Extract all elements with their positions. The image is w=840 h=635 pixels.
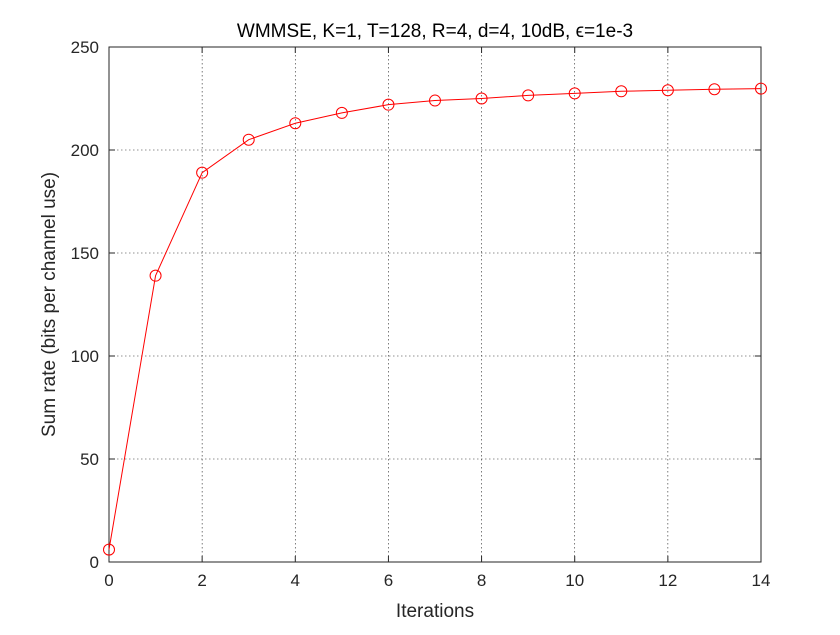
y-tick-label: 250 xyxy=(71,38,99,57)
y-tick-label: 0 xyxy=(90,553,99,572)
data-point-marker xyxy=(382,98,395,111)
data-point-marker xyxy=(615,85,628,98)
x-tick-label: 8 xyxy=(477,571,486,590)
data-layer xyxy=(103,82,767,556)
y-tick-label: 100 xyxy=(71,347,99,366)
x-tick-label: 14 xyxy=(752,571,771,590)
chart-title: WMMSE, K=1, T=128, R=4, d=4, 10dB, ϵ=1e-… xyxy=(237,21,633,42)
data-point-marker xyxy=(149,269,162,282)
y-axis-title: Sum rate (bits per channel use) xyxy=(39,172,60,437)
x-tick-label: 4 xyxy=(291,571,300,590)
data-point-marker xyxy=(755,82,767,95)
data-point-marker xyxy=(708,83,721,96)
grid-lines xyxy=(109,47,761,562)
data-point-marker xyxy=(429,94,441,107)
x-axis-title: Iterations xyxy=(396,601,474,622)
y-tick-label: 150 xyxy=(71,244,99,263)
data-point-marker xyxy=(289,117,302,130)
data-point-marker xyxy=(242,133,255,146)
x-tick-label: 0 xyxy=(104,571,113,590)
y-tick-label: 200 xyxy=(71,141,99,160)
data-point-marker xyxy=(661,84,674,97)
axes-box xyxy=(108,46,762,563)
data-point-marker xyxy=(335,106,348,119)
x-tick-label: 12 xyxy=(658,571,677,590)
data-point-marker xyxy=(475,92,488,105)
data-point-marker xyxy=(568,87,581,100)
y-tick-label: 50 xyxy=(80,450,99,469)
data-point-marker xyxy=(103,543,115,556)
data-point-marker xyxy=(196,166,209,179)
x-tick-label: 2 xyxy=(197,571,206,590)
plot-area-background xyxy=(109,47,761,562)
series-line xyxy=(108,88,762,550)
data-point-marker xyxy=(522,89,535,102)
x-tick-label: 10 xyxy=(565,571,584,590)
axis-ticks: 0 2 4 6 8 10 12 14 0 50 100 150 200 250 xyxy=(71,38,771,590)
x-tick-label: 6 xyxy=(384,571,393,590)
